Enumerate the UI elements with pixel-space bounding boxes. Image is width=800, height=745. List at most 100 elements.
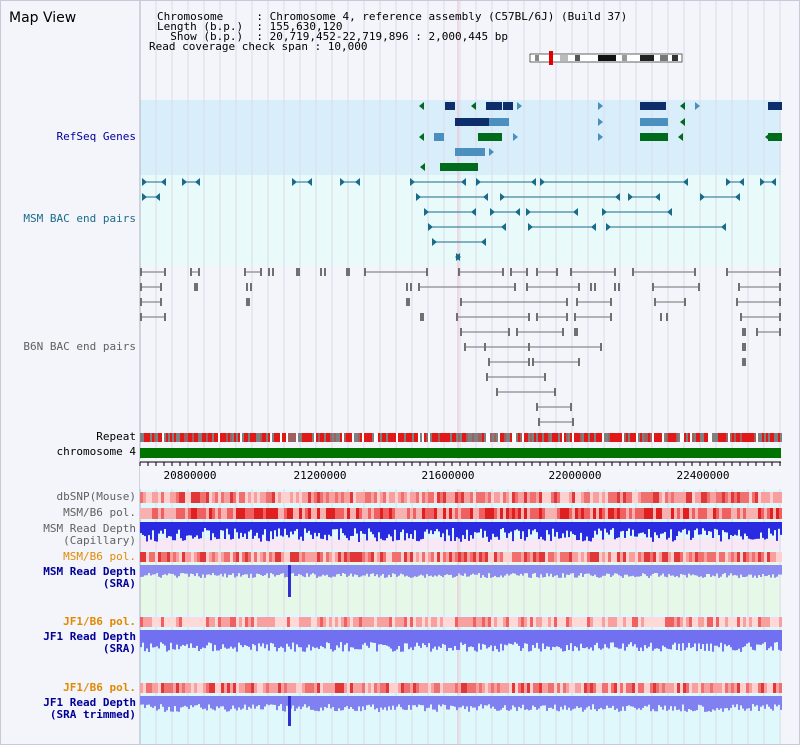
b6n-bac-end (744, 343, 746, 351)
msm-capillary-depth-bar (524, 522, 526, 541)
track-label-jf1-read-depth-sra[interactable]: JF1 Read Depth (SRA) (43, 630, 136, 655)
track-label-jf1-b6-pol-2[interactable]: JF1/B6 pol. (63, 681, 136, 694)
track-label-msm-read-depth-capillary[interactable]: MSM Read Depth (Capillary) (43, 522, 136, 547)
jf1-sra-depth-bar (184, 630, 186, 646)
msm-capillary-depth-bar (312, 522, 314, 539)
jf1-sra-depth-bar (524, 630, 526, 644)
repeat-segment (538, 433, 540, 442)
msm-b6-pol-segment (362, 508, 365, 519)
jf1-trimmed-depth-bar (178, 696, 180, 712)
dbsnp-segment (140, 492, 143, 503)
jf1-b6-pol-segment (476, 617, 479, 627)
jf1-sra-depth-bar (706, 630, 708, 644)
jf1-b6-pol-segment (710, 617, 713, 627)
jf1-b6-pol-segment (731, 617, 734, 627)
track-label-refseq[interactable]: RefSeq Genes (56, 130, 136, 143)
msm-capillary-depth-bar (474, 522, 476, 533)
dbsnp-segment (683, 492, 686, 503)
dbsnp-segment (686, 492, 689, 503)
jf1-trimmed-depth-bar (462, 696, 464, 706)
jf1-trimmed-depth-bar (398, 696, 400, 705)
track-label-jf1-b6-pol-1[interactable]: JF1/B6 pol. (63, 615, 136, 628)
repeat-segment (498, 433, 500, 442)
dbsnp-segment (359, 492, 362, 503)
repeat-segment (452, 433, 454, 442)
track-label-msm-read-depth-sra[interactable]: MSM Read Depth (SRA) (43, 565, 136, 590)
jf1-sra-depth-bar (168, 630, 170, 651)
msm-b6-pol-segment (539, 508, 542, 519)
track-label-dbsnp[interactable]: dbSNP(Mouse) (56, 490, 136, 503)
dbsnp-segment (773, 492, 776, 503)
msm-capillary-depth-bar (304, 522, 306, 529)
jf1-sra-depth-bar (280, 630, 282, 647)
jf1-sra-depth-bar (552, 630, 554, 647)
msm-capillary-depth-bar (552, 522, 554, 529)
jf1-sra-depth-bar (438, 630, 440, 647)
msm-capillary-depth-bar (530, 522, 532, 535)
repeat-segment (422, 433, 424, 442)
dbsnp-segment (449, 492, 452, 503)
jf1-trimmed-depth-bar (160, 696, 162, 705)
dbsnp-segment (296, 492, 299, 503)
jf1-trimmed-depth-bar (768, 696, 770, 707)
jf1-sra-depth-bar (234, 630, 236, 648)
msm-capillary-depth-bar (676, 522, 678, 537)
jf1-b6-pol-segment (293, 617, 296, 627)
track-label-b6n-bac[interactable]: B6N BAC end pairs (23, 340, 136, 353)
msm-capillary-depth-bar (426, 522, 428, 530)
refseq-gene (640, 133, 668, 141)
jf1-b6-pol-segment (236, 617, 239, 627)
msm-b6-pol-segment (689, 508, 692, 519)
track-label-repeat[interactable]: Repeat (96, 430, 136, 443)
msm-sra-depth-bar (156, 565, 158, 574)
msm-capillary-depth-bar (394, 522, 396, 530)
msm-b6-pol-segment (494, 552, 497, 562)
msm-capillary-depth-bar (596, 522, 598, 535)
msm-b6-pol-segment (653, 508, 656, 519)
dbsnp-segment (452, 492, 455, 503)
jf1-b6-pol-segment (734, 683, 737, 693)
dbsnp-segment (215, 492, 218, 503)
track-label-chromosome[interactable]: chromosome 4 (56, 445, 136, 458)
dbsnp-segment (554, 492, 557, 503)
dbsnp-segment (314, 492, 317, 503)
repeat-segment (306, 433, 308, 442)
b6n-bac-end (364, 268, 366, 276)
track-label-msm-bac[interactable]: MSM BAC end pairs (23, 212, 136, 225)
msm-sra-depth-bar (202, 565, 204, 575)
jf1-sra-depth-bar (520, 630, 522, 651)
track-label-msm-b6-pol-1[interactable]: MSM/B6 pol. (63, 506, 136, 519)
repeat-segment (252, 433, 254, 442)
jf1-sra-depth-bar (302, 630, 304, 652)
b6n-bac-end (554, 388, 556, 396)
msm-capillary-depth-bar (696, 522, 698, 529)
jf1-sra-depth-bar (776, 630, 778, 643)
repeat-segment (734, 433, 736, 442)
jf1-trimmed-depth-bar (274, 696, 276, 705)
jf1-trimmed-depth-bar (342, 696, 344, 711)
repeat-segment (570, 433, 572, 442)
track-label-msm-b6-pol-2[interactable]: MSM/B6 pol. (63, 550, 136, 563)
jf1-b6-pol-segment (593, 617, 596, 627)
msm-sra-depth-bar (768, 565, 770, 575)
jf1-sra-depth-bar (526, 630, 528, 644)
msm-b6-pol-segment (344, 508, 347, 519)
jf1-sra-depth-bar (380, 630, 382, 645)
jf1-sra-depth-bar (748, 630, 750, 643)
msm-sra-depth-bar (630, 565, 632, 577)
msm-sra-depth-bar (474, 565, 476, 575)
track-label-jf1-read-depth-trimmed[interactable]: JF1 Read Depth (SRA trimmed) (43, 696, 136, 721)
jf1-sra-depth-bar (730, 630, 732, 648)
repeat-segment (744, 433, 746, 442)
msm-capillary-depth-bar (306, 522, 308, 533)
jf1-trimmed-depth-bar (500, 696, 502, 710)
repeat-segment (374, 433, 376, 442)
msm-capillary-depth-bar (542, 522, 544, 540)
jf1-trimmed-depth-bar (656, 696, 658, 712)
jf1-b6-pol-segment (743, 683, 746, 693)
msm-b6-pol-segment (296, 508, 299, 519)
b6n-bac-end (510, 268, 512, 276)
msm-capillary-depth-bar (658, 522, 660, 539)
msm-capillary-depth-bar (770, 522, 772, 534)
